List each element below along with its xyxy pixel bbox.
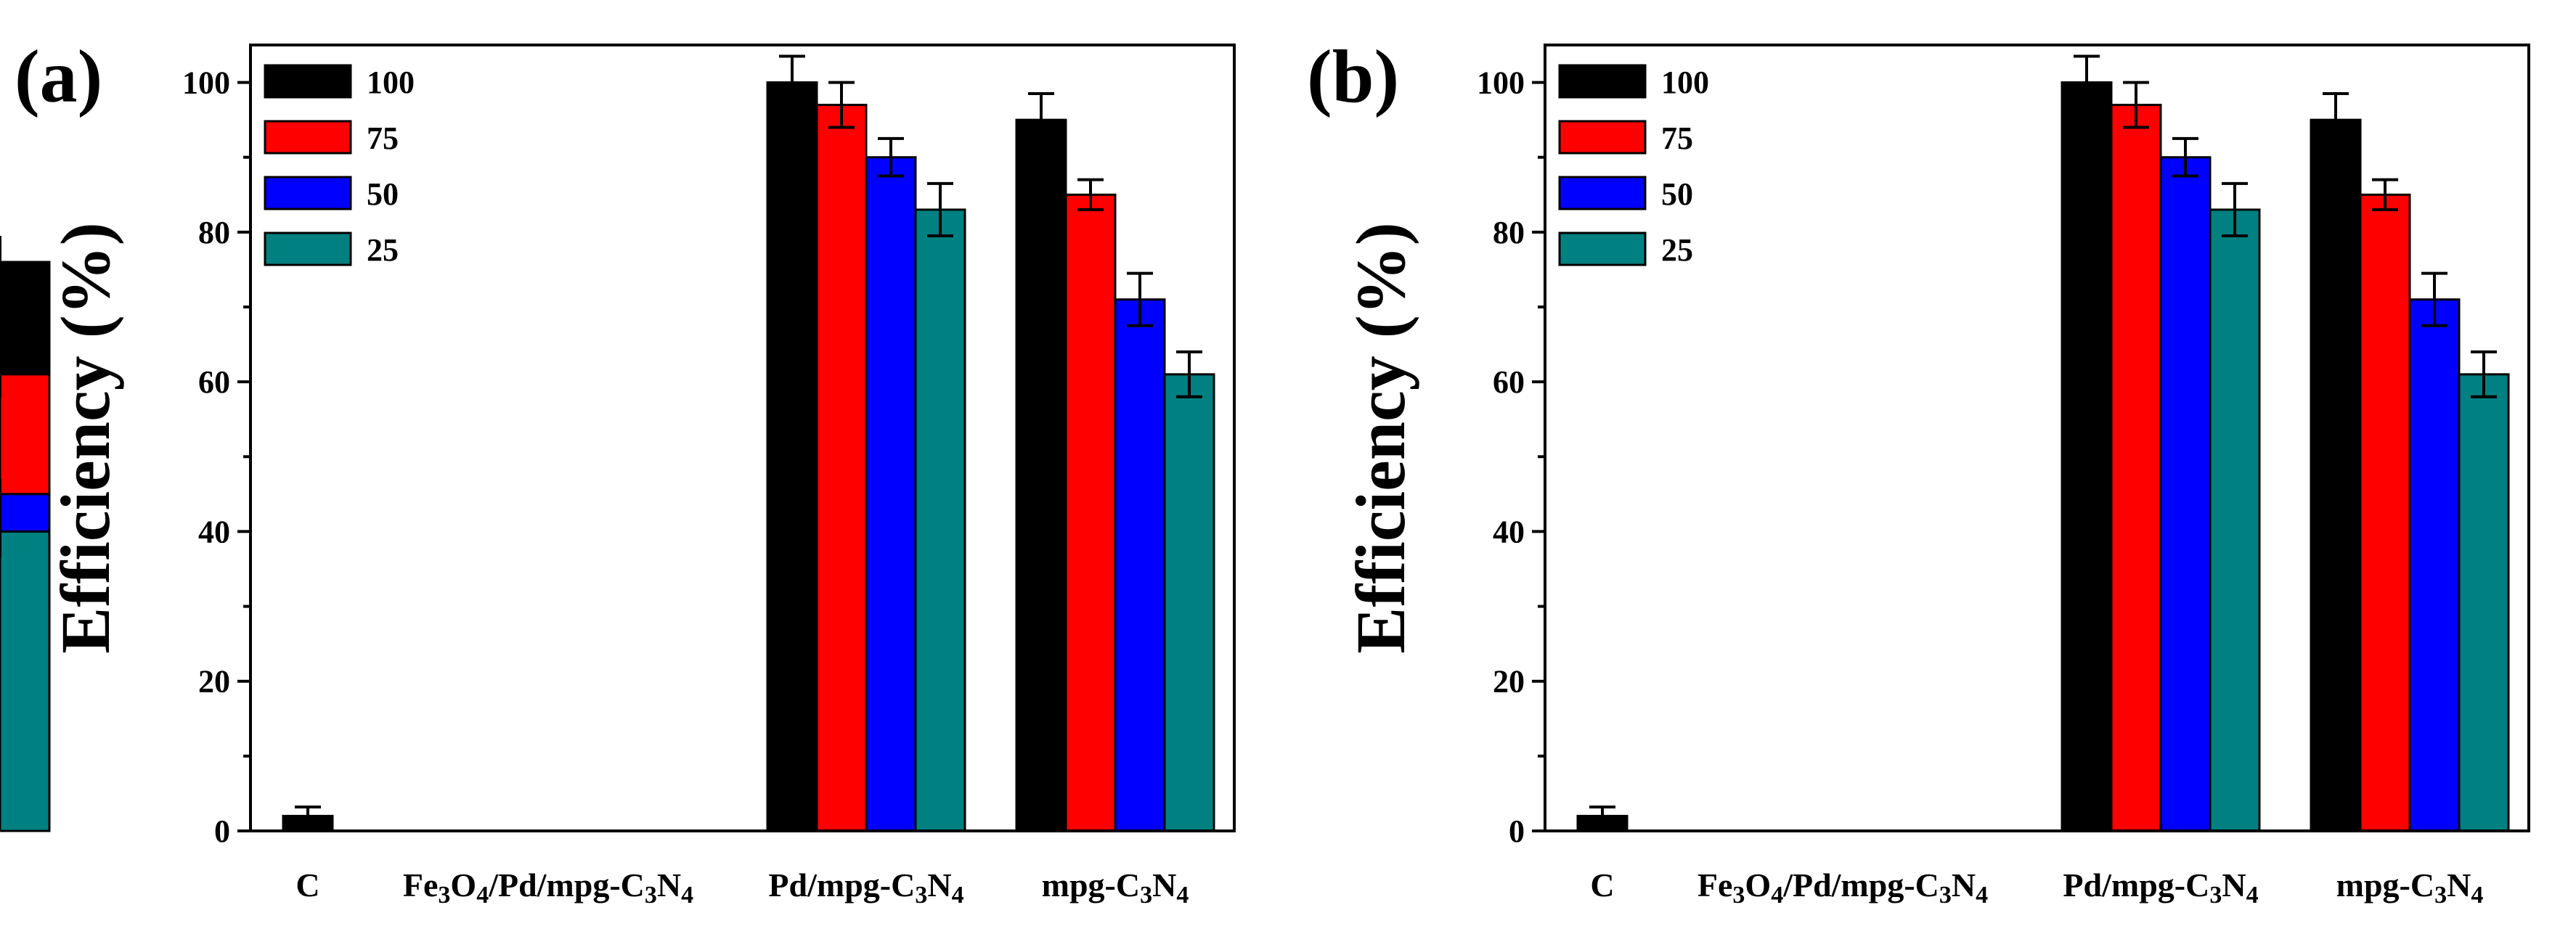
- bar-50-2: [865, 156, 917, 832]
- plot-frame: [249, 44, 1236, 832]
- legend-swatch-25: [1558, 232, 1647, 266]
- legend-swatch-75: [1558, 120, 1647, 155]
- error-bar-50-3: [1127, 271, 1153, 327]
- y-tick-label: 60: [198, 364, 230, 400]
- legend-swatch-50: [264, 176, 352, 210]
- error-bar-100-3: [2323, 92, 2349, 148]
- chart-panel-a: 0 20 40 60 80 100 C Fe3O4/Pd/mpg-C3N4 Pd/mpg-C3N…: [0, 35, 1236, 909]
- error-bar-50-3: [2421, 271, 2447, 327]
- y-tick-label: 80: [198, 215, 230, 250]
- y-tick-label: 40: [1493, 514, 1525, 549]
- error-bar-50-2: [878, 136, 904, 178]
- y-tick-label: 60: [1493, 364, 1525, 400]
- y-tick-label: 20: [198, 664, 230, 700]
- y-tick-label: 100: [1477, 65, 1525, 101]
- x-category-label: Pd/mpg-C3N4: [768, 866, 963, 909]
- legend-label: 100: [367, 65, 415, 100]
- bar-100-2: [2061, 81, 2113, 832]
- error-bar-100-0: [1589, 805, 1615, 827]
- x-category-label: C: [1590, 866, 1614, 904]
- y-axis-title: Efficiency (%): [46, 222, 124, 653]
- legend-swatch-50: [1558, 176, 1647, 210]
- bar-50-3: [2408, 298, 2461, 832]
- x-category-label: Fe3O4/Pd/mpg-C3N4: [1697, 866, 1988, 909]
- bar-25-2: [914, 208, 966, 832]
- error-bar-75-2: [2123, 81, 2149, 129]
- panel-label: (a): [15, 35, 102, 118]
- bar-75-2: [2110, 104, 2162, 832]
- legend-label: 75: [1661, 120, 1693, 156]
- bar-100-2: [766, 81, 818, 832]
- y-axis-title: Efficiency (%): [1342, 222, 1419, 653]
- legend: 100 75 50 25: [264, 64, 415, 268]
- plot-frame: [1544, 44, 2530, 832]
- bar-50-3: [1114, 298, 1166, 832]
- legend-swatch-100: [1558, 64, 1647, 99]
- legend-label: 75: [367, 120, 399, 156]
- bar-75-2: [815, 104, 868, 832]
- x-category-label: Pd/mpg-C3N4: [2063, 866, 2258, 909]
- y-tick-label: 20: [1493, 664, 1525, 700]
- bar-100-3: [2310, 118, 2362, 832]
- bar-100-3: [1015, 118, 1067, 832]
- error-bar-100-2: [779, 54, 805, 110]
- y-tick-label: 100: [182, 65, 230, 101]
- error-bar-100-2: [2074, 54, 2100, 110]
- error-bar-75-2: [828, 81, 855, 129]
- error-bar-25-2: [2222, 181, 2248, 238]
- error-bar-25-3: [1176, 350, 1202, 398]
- error-bar-50-2: [2172, 136, 2198, 178]
- legend-label: 50: [1661, 176, 1693, 212]
- bar-25-3: [1163, 373, 1215, 832]
- error-bar-25-2: [927, 181, 953, 238]
- x-category-label: mpg-C3N4: [1042, 866, 1189, 909]
- legend-swatch-25: [264, 232, 352, 266]
- legend: 100 75 50 25: [1558, 64, 1709, 268]
- bar-25-3: [2458, 373, 2510, 832]
- bar-75-3: [1064, 193, 1117, 832]
- y-tick-label: 0: [214, 814, 230, 849]
- y-tick-label: 0: [1509, 814, 1525, 849]
- error-bar-75-3: [2372, 178, 2398, 211]
- bar-75-3: [2359, 193, 2411, 832]
- bar-25-4: [0, 530, 51, 832]
- error-bar-100-0: [295, 805, 321, 827]
- y-tick-label: 40: [198, 514, 230, 549]
- bar-25-2: [2209, 208, 2261, 832]
- x-category-label: mpg-C3N4: [2336, 866, 2484, 909]
- x-category-label: Fe3O4/Pd/mpg-C3N4: [403, 866, 693, 909]
- legend-label: 25: [367, 232, 399, 268]
- error-bar-75-3: [1077, 178, 1104, 211]
- error-bar-100-3: [1028, 92, 1054, 148]
- legend-label: 25: [1661, 232, 1693, 268]
- legend-swatch-100: [264, 64, 352, 99]
- legend-swatch-75: [264, 120, 352, 155]
- chart-panel-b: 0 20 40 60 80 100 C Fe3O4/Pd/mpg-C3N4 Pd/mpg-C3N…: [0, 35, 2530, 909]
- x-category-label: C: [295, 866, 319, 904]
- y-tick-label: 80: [1493, 215, 1525, 250]
- error-bar-25-3: [2471, 350, 2497, 398]
- bar-50-2: [2159, 156, 2212, 832]
- legend-label: 100: [1661, 65, 1709, 100]
- panel-label: (b): [1307, 35, 1399, 118]
- legend-label: 50: [367, 176, 399, 212]
